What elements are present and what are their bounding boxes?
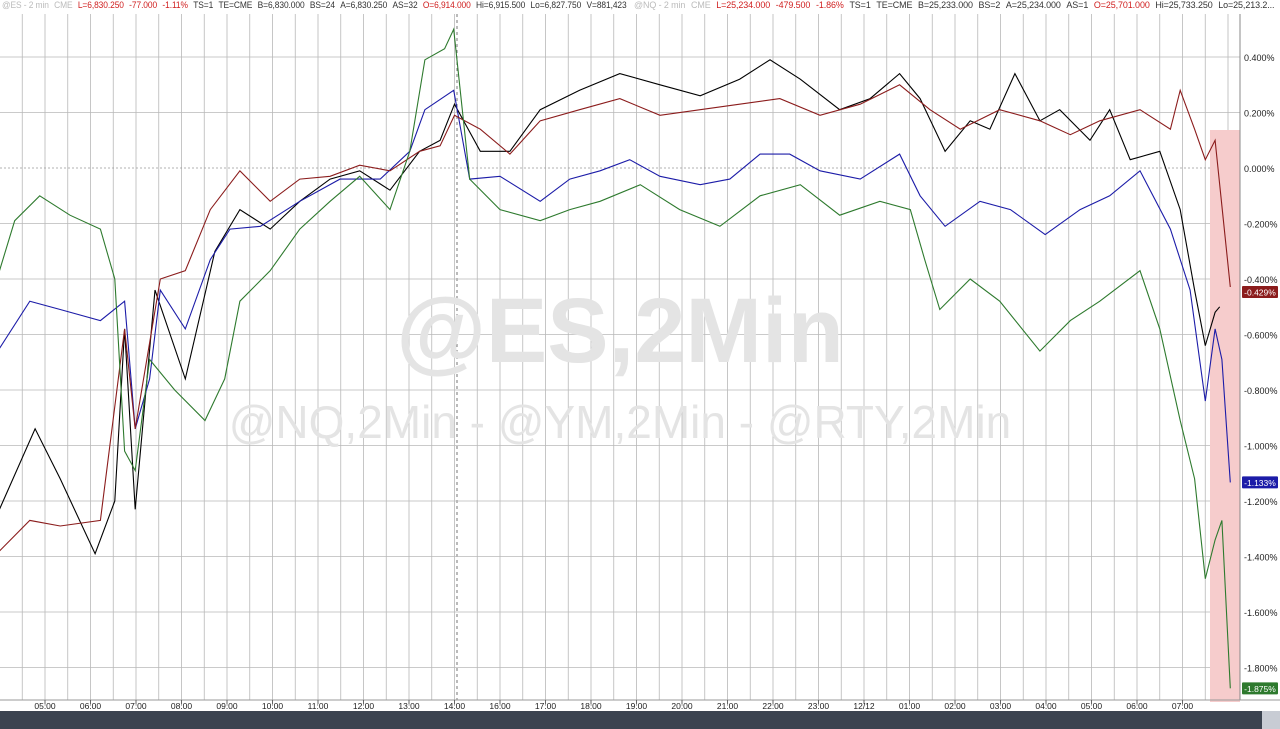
- es-ts: TS=1: [193, 0, 214, 11]
- nq-exchange: CME: [690, 0, 711, 11]
- series-line-0: [0, 59, 1221, 556]
- nq-as: AS=1: [1066, 0, 1089, 11]
- x-tick-label: 23:00: [808, 701, 830, 711]
- nq-open: O=25,701.000: [1093, 0, 1150, 11]
- es-symbol: @ES - 2 min: [2, 0, 49, 11]
- x-tick-label: 13:00: [398, 701, 420, 711]
- nq-hi: Hi=25,733.250: [1155, 0, 1213, 11]
- y-tick-label: 0.400%: [1244, 53, 1275, 63]
- last-value-label: -0.429%: [1244, 288, 1276, 298]
- nq-ts: TS=1: [849, 0, 871, 11]
- x-tick-label: 22:00: [762, 701, 784, 711]
- x-tick-label: 11:00: [308, 701, 329, 711]
- nq-lo: Lo=25,213.2...: [1218, 0, 1275, 11]
- x-tick-label: 02:00: [944, 701, 966, 711]
- es-open: O=6,914.000: [422, 0, 471, 11]
- x-tick-label: 19:00: [626, 701, 648, 711]
- y-tick-label: -0.200%: [1244, 220, 1278, 230]
- x-tick-label: 16:00: [489, 701, 511, 711]
- nq-bid: B=25,233.000: [917, 0, 973, 11]
- y-tick-label: 0.000%: [1244, 164, 1275, 174]
- series-line-1: [0, 89, 1231, 483]
- x-tick-label: 12/12: [853, 701, 875, 711]
- x-tick-label: 01:00: [899, 701, 921, 711]
- x-tick-label: 08:00: [171, 701, 193, 711]
- es-lo: Lo=6,827.750: [530, 0, 582, 11]
- nq-ask: A=25,234.000: [1005, 0, 1061, 11]
- horizontal-scrollbar[interactable]: [0, 711, 1262, 729]
- watermark-main: @ES,2Min: [396, 280, 844, 382]
- x-tick-label: 07:00: [1172, 701, 1194, 711]
- x-tick-label: 10:00: [262, 701, 284, 711]
- nq-header: @NQ - 2 min CME L=25,234.000 -479.500 -1.86%…: [634, 0, 1280, 12]
- last-value-badge: [1242, 476, 1278, 489]
- nq-bs: BS=2: [978, 0, 1001, 11]
- es-te: TE=CME: [218, 0, 253, 11]
- y-tick-label: -1.000%: [1244, 442, 1278, 452]
- x-tick-label: 09:00: [216, 701, 238, 711]
- es-bid: B=6,830.000: [257, 0, 305, 11]
- series-line-3: [0, 27, 1231, 689]
- last-value-label: -1.875%: [1244, 684, 1276, 694]
- last-value-badge: [1242, 682, 1278, 695]
- x-tick-label: 20:00: [671, 701, 693, 711]
- x-tick-label: 05:00: [34, 701, 56, 711]
- es-hi: Hi=6,915.500: [476, 0, 526, 11]
- x-tick-label: 14:00: [444, 701, 466, 711]
- y-tick-label: -0.800%: [1244, 386, 1278, 396]
- x-tick-label: 04:00: [1035, 701, 1057, 711]
- nq-pct: -1.86%: [815, 0, 844, 11]
- x-tick-label: 06:00: [80, 701, 102, 711]
- x-tick-label: 21:00: [717, 701, 739, 711]
- es-as: AS=32: [392, 0, 418, 11]
- y-tick-label: -1.600%: [1244, 608, 1278, 618]
- watermark-sub: @NQ,2Min - @YM,2Min - @RTY,2Min: [229, 396, 1012, 448]
- grid: [0, 14, 1240, 700]
- es-header: @ES - 2 min CME L=6,830.250 -77.000 -1.11% TS…: [2, 0, 632, 12]
- y-tick-label: -1.800%: [1244, 664, 1278, 674]
- last-value-badge: [1242, 286, 1278, 298]
- nq-symbol: @NQ - 2 min: [634, 0, 686, 11]
- y-tick-label: 0.200%: [1244, 109, 1275, 119]
- x-tick-label: 18:00: [580, 701, 602, 711]
- last-value-label: -1.133%: [1244, 478, 1276, 488]
- price-chart[interactable]: @ES,2Min @NQ,2Min - @YM,2Min - @RTY,2Min…: [0, 0, 1280, 711]
- x-tick-label: 06:00: [1126, 701, 1148, 711]
- nq-last: L=25,234.000: [716, 0, 771, 11]
- es-exchange: CME: [54, 0, 73, 11]
- y-tick-label: -0.600%: [1244, 331, 1278, 341]
- y-tick-label: -0.400%: [1244, 275, 1278, 285]
- es-vol: V=881,423: [586, 0, 627, 11]
- nq-te: TE=CME: [876, 0, 913, 11]
- es-change: -77.000: [129, 0, 158, 11]
- x-tick-label: 03:00: [990, 701, 1012, 711]
- x-tick-label: 17:00: [535, 701, 557, 711]
- es-pct: -1.11%: [162, 0, 188, 11]
- x-tick-label: 07:00: [125, 701, 147, 711]
- x-tick-label: 12:00: [353, 701, 375, 711]
- x-tick-label: 05:00: [1081, 701, 1103, 711]
- y-tick-label: -1.200%: [1244, 497, 1278, 507]
- highlight-region: [1210, 130, 1240, 702]
- scrollbar-end[interactable]: [1262, 711, 1280, 729]
- series-line-2: [0, 84, 1231, 552]
- es-bs: BS=24: [309, 0, 335, 11]
- y-tick-label: -1.400%: [1244, 553, 1278, 563]
- es-last: L=6,830.250: [77, 0, 124, 11]
- nq-change: -479.500: [775, 0, 811, 11]
- es-ask: A=6,830.250: [340, 0, 388, 11]
